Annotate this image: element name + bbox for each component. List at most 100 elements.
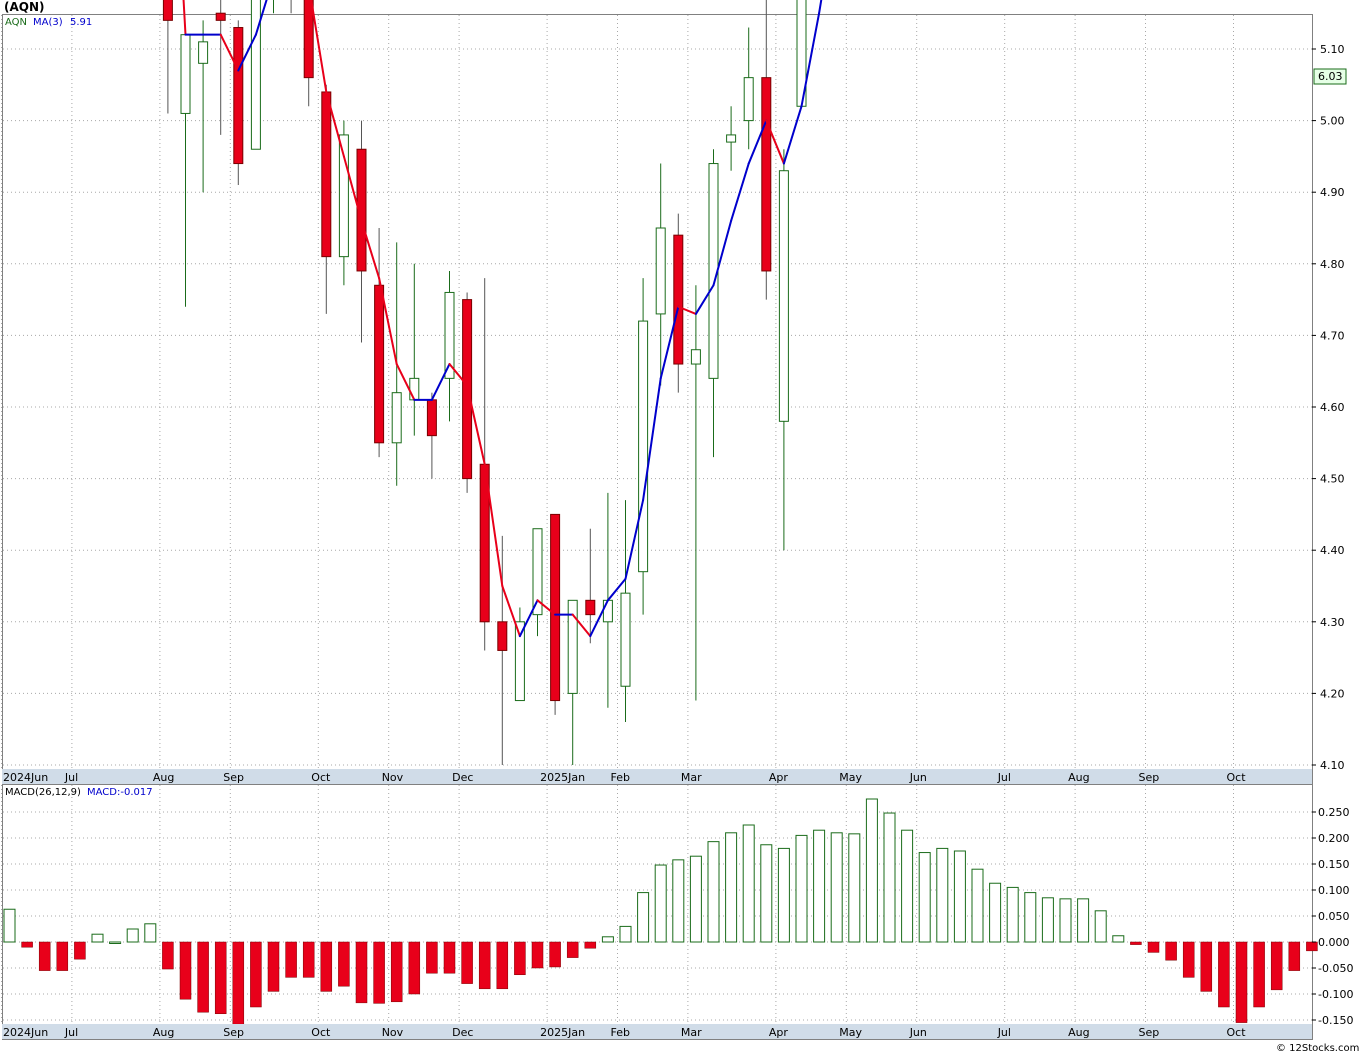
price-x-label: Sep xyxy=(223,771,244,784)
ma-segment xyxy=(782,105,803,165)
macd-bar-positive xyxy=(1041,897,1054,943)
macd-x-label: Dec xyxy=(452,1026,473,1039)
candle-up xyxy=(514,621,525,702)
candle-up xyxy=(567,599,578,694)
ma-segment xyxy=(694,284,715,315)
candle-down xyxy=(162,0,173,21)
macd-x-label: Oct xyxy=(1227,1026,1247,1039)
price-x-label: Aug xyxy=(153,771,174,784)
candle-up xyxy=(444,291,455,379)
macd-tick-label: -0.100 xyxy=(1318,988,1353,1001)
macd-histogram xyxy=(3,798,1318,1025)
macd-bar-positive xyxy=(1112,935,1125,943)
macd-bar-positive xyxy=(1024,892,1037,943)
macd-x-label: Sep xyxy=(1139,1026,1160,1039)
macd-tick-label: 0.000 xyxy=(1318,936,1350,949)
last-price-box xyxy=(1313,68,1347,85)
ma-segment xyxy=(325,90,345,158)
macd-bar-negative xyxy=(1130,941,1142,945)
macd-bar-negative xyxy=(1147,941,1160,953)
price-x-label: Feb xyxy=(611,771,630,784)
macd-bar-negative xyxy=(338,941,350,987)
ma-segment xyxy=(430,363,451,401)
macd-bar-positive xyxy=(91,933,104,943)
ma-segment xyxy=(237,33,257,72)
macd-tick-label: 0.200 xyxy=(1318,832,1350,845)
price-x-label: 2024Jun xyxy=(3,771,48,784)
ma-segment xyxy=(818,0,823,15)
macd-bar-negative xyxy=(1253,941,1265,1008)
macd-bar-positive xyxy=(3,908,16,943)
macd-x-label: Nov xyxy=(382,1026,404,1039)
macd-bar-positive xyxy=(1059,898,1072,943)
ma-segment xyxy=(677,305,697,315)
credit-text: © 12Stocks.com xyxy=(1276,1043,1359,1054)
price-x-label: 2025Jan xyxy=(540,771,585,784)
macd-x-label: Aug xyxy=(153,1026,174,1039)
ma-segment xyxy=(642,377,662,502)
macd-bar-negative xyxy=(566,941,579,958)
macd-bar-positive xyxy=(813,829,826,943)
macd-bar-negative xyxy=(74,941,86,960)
macd-bar-negative xyxy=(179,941,192,1000)
candle-up xyxy=(409,377,420,401)
macd-bar-negative xyxy=(531,941,544,969)
macd-bar-negative xyxy=(1270,941,1283,991)
macd-bar-negative xyxy=(443,941,456,974)
candle-down xyxy=(233,27,244,165)
macd-x-label: Feb xyxy=(611,1026,630,1039)
chart-title: (AQN) xyxy=(4,0,45,14)
macd-bar-negative xyxy=(267,941,280,992)
macd-bar-positive xyxy=(619,925,632,943)
macd-bar-positive xyxy=(901,829,914,943)
candle-up xyxy=(198,41,209,64)
macd-x-label: Jul xyxy=(64,1026,78,1039)
macd-x-label: Aug xyxy=(1068,1026,1089,1039)
macd-x-label: Jun xyxy=(909,1026,927,1039)
price-tick-label: 5.00 xyxy=(1320,115,1345,128)
macd-bar-negative xyxy=(549,941,561,968)
last-price-label: 6.03 xyxy=(1318,70,1343,83)
ma-segment xyxy=(219,33,240,72)
macd-tick-label: 0.150 xyxy=(1318,858,1350,871)
macd-bar-negative xyxy=(285,941,297,978)
macd-bar-positive xyxy=(989,882,1002,943)
ma-segment xyxy=(571,613,592,638)
candle-down xyxy=(356,148,367,272)
price-x-axis-labels: 2024Jun Jul Aug Sep Oct Nov Dec 2025Jan Feb Mar Ap… xyxy=(3,771,1246,784)
price-tick-label: 4.40 xyxy=(1320,544,1345,557)
macd-bar-negative xyxy=(355,941,368,1004)
price-date-axis-band xyxy=(2,769,1312,784)
price-x-label: Jul xyxy=(64,771,78,784)
candle-down xyxy=(321,91,332,258)
macd-bar-positive xyxy=(918,852,931,943)
candle-down xyxy=(374,284,385,444)
macd-bar-negative xyxy=(302,941,315,978)
macd-bar-negative xyxy=(496,941,509,990)
grid-lines xyxy=(1,15,1312,769)
macd-bar-negative xyxy=(1218,941,1230,1008)
price-x-label: Aug xyxy=(1068,771,1089,784)
macd-tick-label: 0.050 xyxy=(1318,910,1350,923)
macd-tick-label: 0.250 xyxy=(1318,806,1350,819)
candle-up xyxy=(250,0,261,150)
legend-ma-value: 5.91 xyxy=(70,17,92,28)
ma-segment xyxy=(659,305,680,380)
macd-bar-positive xyxy=(848,833,861,943)
legend-ma-name: MA(3) xyxy=(33,17,63,28)
ma-segment xyxy=(765,119,785,165)
macd-x-label: Jul xyxy=(997,1026,1011,1039)
macd-bar-negative xyxy=(197,941,209,1013)
macd-bar-positive xyxy=(144,923,157,943)
candle-down xyxy=(550,513,561,702)
ma-segment xyxy=(800,12,821,108)
price-x-label: Nov xyxy=(382,771,404,784)
macd-x-label: May xyxy=(839,1026,862,1039)
macd-bar-negative xyxy=(1306,941,1318,952)
macd-bar-negative xyxy=(1165,941,1177,961)
macd-bar-negative xyxy=(390,941,403,1003)
macd-bar-negative xyxy=(1235,941,1248,1023)
price-tick-label: 4.60 xyxy=(1320,401,1345,414)
